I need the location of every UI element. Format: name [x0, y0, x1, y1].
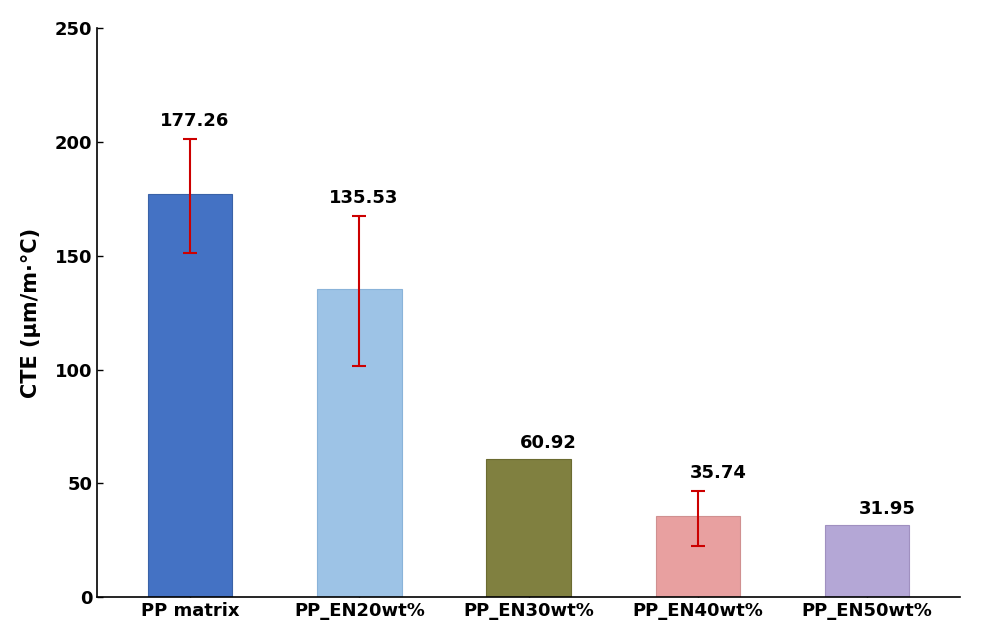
- Text: 35.74: 35.74: [690, 463, 747, 482]
- Bar: [148, 194, 232, 597]
- Bar: [825, 524, 909, 597]
- Text: 135.53: 135.53: [329, 188, 398, 206]
- Y-axis label: CTE (μm/m·°C): CTE (μm/m·°C): [21, 228, 41, 397]
- Text: 177.26: 177.26: [160, 112, 230, 129]
- Bar: [487, 458, 571, 597]
- Bar: [317, 288, 401, 597]
- Bar: [655, 516, 741, 597]
- Text: 31.95: 31.95: [858, 500, 915, 518]
- Text: 60.92: 60.92: [520, 434, 577, 452]
